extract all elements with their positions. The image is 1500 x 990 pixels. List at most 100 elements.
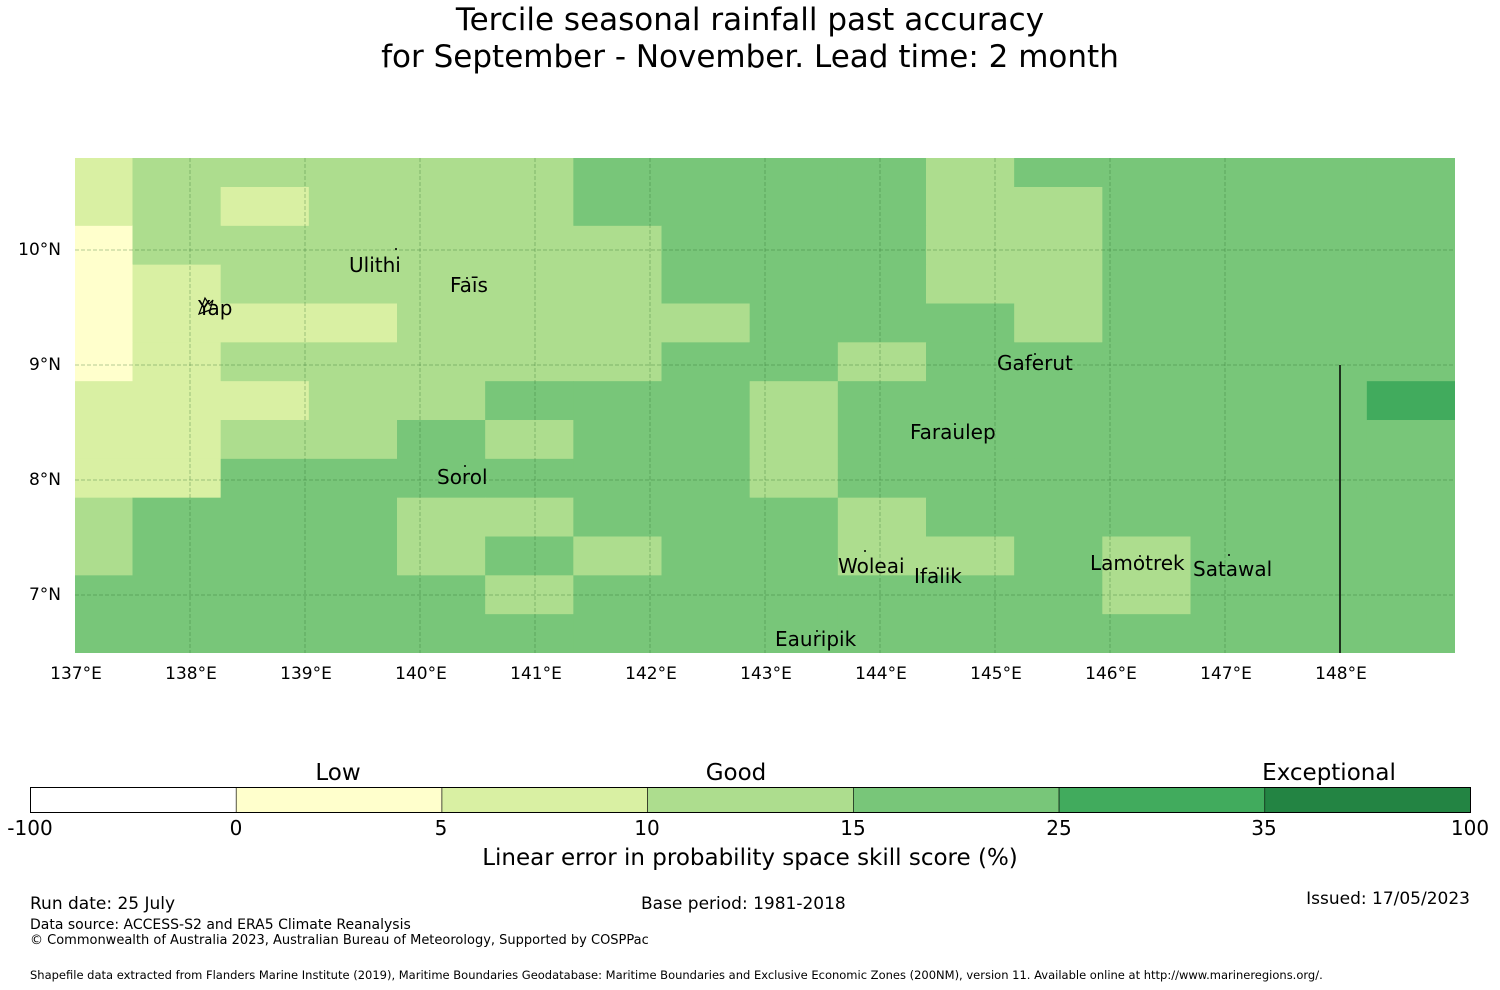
colorbar-segment — [1058, 787, 1266, 813]
colorbar-tick-label: 0 — [229, 816, 243, 840]
grid-cell — [1190, 614, 1280, 653]
grid-cell — [837, 497, 927, 537]
grid-cell — [132, 381, 222, 421]
place-label-satawal: Satawal — [1193, 557, 1273, 581]
grid-cell — [397, 187, 486, 227]
grid-cell — [1190, 458, 1280, 499]
colorbar-tick-label: 25 — [1046, 816, 1072, 840]
grid-cell — [75, 158, 133, 188]
grid-cell — [220, 225, 310, 266]
colorbar-segment — [235, 787, 443, 813]
grid-cell — [75, 342, 133, 382]
grid-cell — [661, 420, 751, 460]
grid-cell — [397, 614, 486, 653]
grid-cell — [749, 342, 839, 382]
colorbar-segment — [1264, 787, 1471, 813]
grid-cell — [132, 575, 222, 615]
data-source: Data source: ACCESS-S2 and ERA5 Climate … — [30, 917, 411, 933]
grid-cell — [749, 458, 839, 499]
grid-cell — [661, 342, 751, 382]
x-tick-label: 146°E — [1085, 664, 1137, 684]
grid-cell — [220, 575, 310, 615]
x-tick-label: 148°E — [1315, 664, 1367, 684]
grid-cell — [1366, 497, 1455, 537]
grid-cell — [132, 187, 222, 227]
y-tick-label: 8°N — [28, 470, 61, 490]
grid-cell — [75, 187, 133, 227]
grid-cell — [661, 381, 751, 421]
grid-cell — [1102, 536, 1191, 576]
grid-cell — [661, 187, 751, 227]
grid-cell — [1278, 575, 1368, 615]
grid-cell — [1366, 303, 1455, 343]
grid-cell — [75, 303, 133, 343]
grid-cell — [397, 225, 486, 266]
grid-cell — [1102, 303, 1191, 343]
grid-cell — [1102, 575, 1191, 615]
grid-cell — [75, 536, 133, 576]
grid-cell — [1190, 342, 1280, 382]
grid-cell — [749, 264, 839, 304]
grid-cell — [485, 264, 574, 304]
grid-cell — [1278, 536, 1368, 576]
grid-cell — [837, 342, 927, 382]
y-tick-label: 9°N — [28, 355, 61, 375]
grid-cell — [573, 420, 662, 460]
grid-cell — [132, 458, 222, 499]
grid-cell — [1366, 575, 1455, 615]
grid-cell — [220, 536, 310, 576]
grid-cell — [1190, 575, 1280, 615]
x-tick-label: 141°E — [510, 664, 562, 684]
grid-cell — [1190, 497, 1280, 537]
grid-cell — [837, 575, 927, 615]
grid-cell — [573, 158, 662, 188]
grid-cell — [837, 187, 927, 227]
grid-cell — [1014, 614, 1103, 653]
place-label-gaferut: Gaferut — [997, 351, 1073, 375]
grid-cell — [749, 614, 839, 653]
legend-title-exceptional: Exceptional — [1262, 760, 1396, 786]
legend-title-good: Good — [705, 760, 767, 786]
grid-cell — [132, 497, 222, 537]
grid-cell — [573, 381, 662, 421]
grid-cell — [1278, 381, 1368, 421]
grid-cell — [75, 575, 133, 615]
colorbar-tick-label: 15 — [840, 816, 866, 840]
grid-cell — [573, 458, 662, 499]
island-marker-woleai — [864, 550, 866, 552]
island-marker-gaferut — [1034, 353, 1036, 355]
grid-cell — [926, 420, 1015, 460]
grid-cell — [308, 420, 398, 460]
colorbar-caption: Linear error in probability space skill … — [482, 845, 1018, 871]
grid-cell — [749, 158, 839, 188]
grid-cell — [1278, 225, 1368, 266]
grid-cell — [661, 458, 751, 499]
grid-cell — [1190, 158, 1280, 188]
grid-cell — [132, 264, 222, 304]
grid-cell — [1014, 536, 1103, 576]
grid-cell — [837, 420, 927, 460]
grid-cell — [132, 225, 222, 266]
grid-cell — [926, 381, 1015, 421]
grid-cell — [308, 303, 398, 343]
grid-cell — [132, 420, 222, 460]
grid-cell — [75, 381, 133, 421]
grid-cell — [1366, 536, 1455, 576]
grid-cell — [837, 458, 927, 499]
grid-cell — [220, 381, 310, 421]
grid-cell — [220, 458, 310, 499]
grid-cell — [661, 497, 751, 537]
grid-cell — [749, 420, 839, 460]
grid-cell — [573, 614, 662, 653]
grid-cell — [1190, 303, 1280, 343]
grid-cell — [1014, 420, 1103, 460]
grid-cell — [220, 264, 310, 304]
y-tick-label: 7°N — [28, 585, 61, 605]
island-marker-satawal — [1228, 554, 1230, 556]
grid-cell — [1190, 225, 1280, 266]
grid-cell — [132, 614, 222, 653]
place-label-ulithi: Ulithi — [349, 253, 401, 277]
x-tick-label: 140°E — [395, 664, 447, 684]
grid-cell — [661, 158, 751, 188]
grid-cell — [132, 342, 222, 382]
